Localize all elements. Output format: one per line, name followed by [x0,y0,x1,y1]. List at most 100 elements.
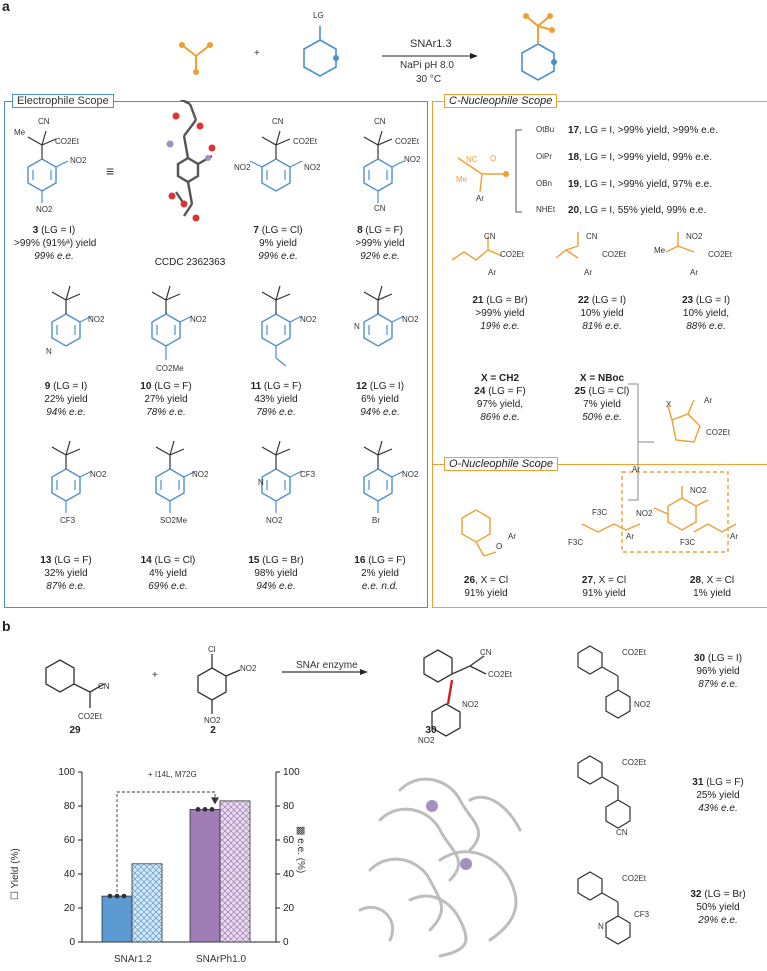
atom-label: X [666,400,672,409]
compound-12: 12 (LG = I) 6% yield 94% e.e. [355,381,405,418]
atom-label: NO2 [418,736,435,745]
electrophile-scope-title: Electrophile Scope [12,94,114,108]
atom-label: NO2 [36,205,53,214]
atom-label: NO2 [686,232,703,241]
atom-label: Cl [208,645,216,654]
o-scope-divider [432,464,767,465]
atom-label: N [598,922,604,931]
atom-label: NO2 [204,716,221,725]
atom-label: O [496,542,503,551]
atom-label: CN [484,232,496,241]
y-tick-label-right: 80 [283,801,295,812]
atom-label: NO2 [690,486,707,495]
compound-32: 32 (LG = Br) 50% yield 29% e.e. [690,889,746,926]
compound-24: X = CH2 24 (LG = F) 97% yield, 86% e.e. [474,373,526,423]
compound-15: 15 (LG = Br) 98% yield 94% e.e. [248,555,304,592]
atom-label: NO2 [404,155,421,164]
y-tick-label-right: 0 [283,937,289,948]
ester-group: OtBu [536,125,555,134]
electrophile-structures [27,100,405,513]
atom-label: CO2Et [293,137,318,146]
atom-label: F3C [592,508,608,517]
panel-b-scheme [45,649,487,737]
compound-25: X = NBoc 25 (LG = Cl) 7% yield 50% e.e. [574,373,630,423]
atom-label: Me [654,246,666,255]
compound-31: 31 (LG = F) 25% yield 43% e.e. [692,777,744,814]
annotation-bracket [116,791,216,893]
compound-28: 28, X = Cl 1% yield [689,575,735,599]
product-structures [577,645,631,945]
x-tick-label-snarph10: SNArPh1.0 [196,954,247,965]
atom-label: Me [456,175,468,184]
compound-18: 18, LG = I, >99% yield, 99% e.e. [568,152,712,163]
ester-group: NHEt [536,205,556,214]
y-tick-label-left: 20 [64,903,76,914]
ester-group: OiPr [536,152,552,161]
compound-30: 30 (LG = I) 96% yield 87% e.e. [693,653,743,690]
compound-23: 23 (LG = I) 10% yield, 88% e.e. [681,295,731,332]
atom-label: O [490,154,497,163]
x-tick-label-snar12: SNAr1.2 [114,954,152,965]
atom-label: F3C [568,538,584,547]
y-tick-label-right: 20 [283,903,295,914]
atom-label: CF3 [634,910,650,919]
atom-label: SO2Me [160,516,188,525]
atom-label: CO2Et [78,712,103,721]
atom-label: CO2Et [622,758,647,767]
y-tick-label-left: 0 [69,937,75,948]
equivalence-sign: ≡ [106,163,115,179]
lg-label: LG [313,11,324,20]
atom-label: CN [616,828,628,837]
atom-label: CN [374,204,386,213]
atom-label: CN [586,232,598,241]
bar-ee [219,800,251,943]
compound-8: 8 (LG = F) >99% yield 92% e.e. [355,225,405,262]
chart-bars [101,791,251,943]
chart-ticks: 0 0 20 20 40 40 60 60 80 80 100 100 [58,767,300,948]
y-tick-label-right: 60 [283,835,295,846]
atom-label: NO2 [70,156,87,165]
y-tick-label-left: 80 [64,801,76,812]
atom-label: NO2 [240,664,257,673]
reaction-scheme [179,13,557,81]
plus-sign: + [254,48,260,59]
atom-label: CO2Et [500,250,525,259]
atom-label: CO2Et [488,670,513,679]
atom-label: NO2 [634,700,651,709]
atom-label: CN [38,117,50,126]
conditions-1: NaPi pH 8.0 [400,60,454,71]
ester-group: OBn [536,179,553,188]
compound-11: 11 (LG = F) 43% yield 78% e.e. [250,381,302,418]
y-axis-left-label: ☐ Yield (%) [10,848,21,900]
atom-label: Ar [626,532,634,541]
compound-10: 10 (LG = F) 27% yield 78% e.e. [140,381,192,418]
atom-label: NC [466,155,478,164]
atom-label: CO2Me [156,364,184,373]
bar-yield [101,895,133,943]
atom-label: Ar [508,532,516,541]
atom-label: CN [480,648,492,657]
c-nucleophile-scope-box [432,101,767,608]
chart-annotation: + I14L, M72G [148,770,197,779]
atom-label: Ar [690,268,698,277]
plus-sign-b: + [152,670,158,681]
atom-label: Ar [704,396,712,405]
y-tick-label-left: 60 [64,835,76,846]
panel-a-label: a [2,0,10,14]
yield-ee-bar-chart: 0 0 20 20 40 40 60 60 80 80 100 100 [58,767,300,948]
atom-label: NO2 [300,315,317,324]
atom-label: Br [372,516,380,525]
compound-2-label: 2 [210,725,216,736]
atom-label: F3C [680,538,696,547]
atom-label: NO2 [234,163,251,172]
electrophile-scope-box [4,101,428,608]
compound-3: 3 (LG = I) >99% (91%ᵃ) yield 99% e.e. [14,225,97,262]
atom-label: CO2Et [602,250,627,259]
enzyme-label: SNAr1.3 [410,38,452,50]
ccdc-label: CCDC 2362363 [154,257,226,268]
atom-label: Ar [488,268,496,277]
compound-17: 17, LG = I, >99% yield, >99% e.e. [568,125,718,136]
atom-label: NO2 [88,315,105,324]
compound-30-label: 30 [425,725,437,736]
atom-label: NO2 [190,315,207,324]
